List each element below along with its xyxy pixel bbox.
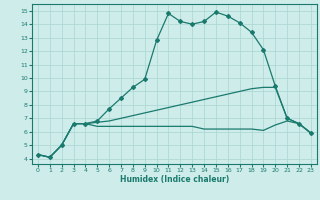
X-axis label: Humidex (Indice chaleur): Humidex (Indice chaleur) <box>120 175 229 184</box>
